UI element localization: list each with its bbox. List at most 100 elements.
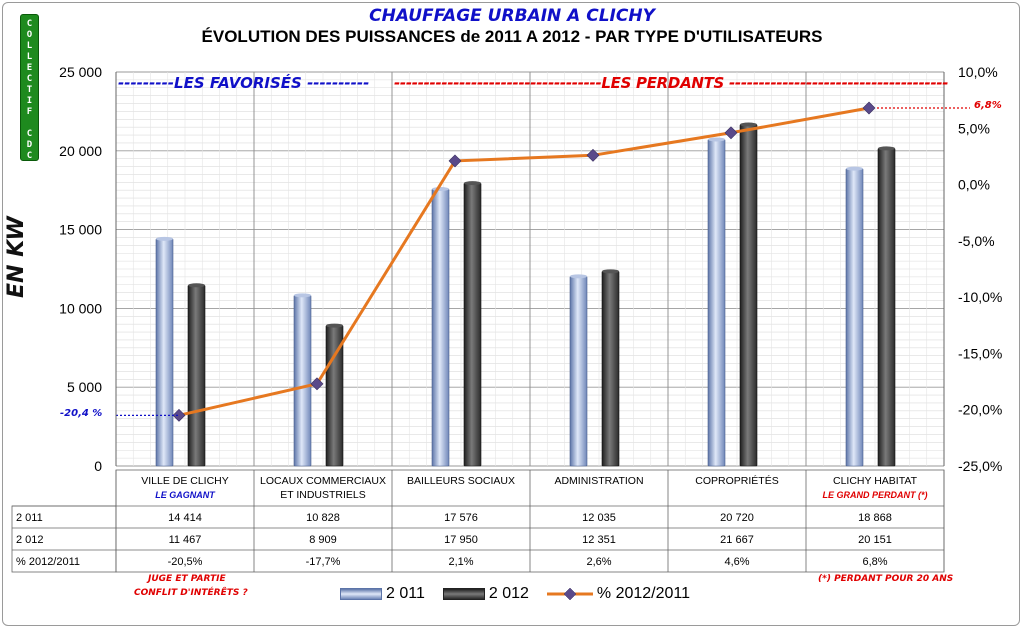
bar-2012 xyxy=(601,271,620,467)
bar-2011 xyxy=(155,238,174,467)
table-cell: 8 909 xyxy=(309,534,337,546)
table-cell: 20 720 xyxy=(720,512,754,524)
bar-2011-top xyxy=(156,236,173,241)
chart-title: CHAUFFAGE URBAIN A CLICHY xyxy=(369,6,655,26)
badge-letter: I xyxy=(26,96,33,106)
y2-tick-label: -15,0% xyxy=(958,345,1002,361)
table-cell: 17 576 xyxy=(444,512,478,524)
legend-label-pct: % 2012/2011 xyxy=(596,585,691,602)
y2-tick-label: 0,0% xyxy=(958,177,990,193)
bar-2011-top xyxy=(432,187,449,192)
legend-label-2012: 2 012 xyxy=(488,585,529,602)
category-label: CLICHY HABITAT xyxy=(833,475,918,487)
y-tick-label: 25 000 xyxy=(59,64,102,80)
category-sublabel: LE GRAND PERDANT (*) xyxy=(823,490,928,500)
category-sublabel: LE GAGNANT xyxy=(155,490,216,500)
note-perdant: (*) PERDANT POUR 20 ANS xyxy=(818,574,954,584)
y2-tick-label: -5,0% xyxy=(958,233,995,249)
legend-label-2011: 2 011 xyxy=(386,585,425,602)
bar-2012 xyxy=(877,148,896,467)
perdants-annotation: -----------------------------------LES P… xyxy=(394,74,949,92)
table-cell: 10 828 xyxy=(306,512,340,524)
y-tick-label: 20 000 xyxy=(59,143,102,159)
pct-marker xyxy=(586,148,600,162)
y-tick-label: 10 000 xyxy=(59,300,102,316)
badge-letter: O xyxy=(26,30,33,40)
table-cell: 14 414 xyxy=(168,512,202,524)
bar-2011 xyxy=(293,295,312,467)
badge-letter: C xyxy=(26,151,33,161)
legend-swatch-2011 xyxy=(340,588,382,600)
bar-2012 xyxy=(187,284,206,467)
chart-legend: 2 011 2 012 % 2012/2011 xyxy=(340,585,708,603)
legend-item-2012: 2 012 xyxy=(442,585,529,603)
pct-marker xyxy=(310,377,324,391)
table-cell: 21 667 xyxy=(720,534,754,546)
table-row-label: % 2012/2011 xyxy=(16,556,80,568)
left-value-annotation: -20,4 % xyxy=(60,408,103,419)
category-label: ADMINISTRATION xyxy=(554,475,643,487)
favorises-annotation: ---------LES FAVORISÉS ---------- xyxy=(118,74,370,92)
bar-2012-top xyxy=(740,122,757,127)
bar-2012 xyxy=(463,182,482,467)
table-cell: -17,7% xyxy=(306,556,341,568)
badge-letter: L xyxy=(26,52,33,62)
badge-letter: C xyxy=(26,74,33,84)
y2-tick-label: -20,0% xyxy=(958,402,1002,418)
bar-2012-top xyxy=(188,283,205,288)
category-label: LOCAUX COMMERCIAUX xyxy=(260,475,386,487)
legend-item-2011: 2 011 xyxy=(340,585,425,603)
bar-2012-top xyxy=(602,269,619,274)
pct-marker xyxy=(724,126,738,140)
note-juge: JUGE ET PARTIE xyxy=(148,574,226,584)
table-cell: 2,1% xyxy=(448,556,473,568)
table-row-label: 2 011 xyxy=(16,512,43,524)
badge-letter: E xyxy=(26,63,33,73)
badge-letter: C xyxy=(26,129,33,139)
y-tick-label: 0 xyxy=(94,458,102,474)
bar-2011 xyxy=(431,188,450,467)
y2-tick-label: 5,0% xyxy=(958,120,990,136)
pct-marker xyxy=(862,101,876,115)
category-label: COPROPRIÉTÉS xyxy=(695,474,778,487)
y-tick-label: 15 000 xyxy=(59,222,102,238)
y-tick-label: 5 000 xyxy=(67,379,102,395)
table-cell: 2,6% xyxy=(586,556,611,568)
bar-2012-top xyxy=(878,146,895,151)
badge-letter: L xyxy=(26,41,33,51)
legend-swatch-2012 xyxy=(442,588,485,600)
table-cell: 12 351 xyxy=(582,534,616,546)
bar-2012-top xyxy=(326,323,343,328)
table-row-label: 2 012 xyxy=(16,534,44,546)
bar-2011 xyxy=(569,276,588,467)
pct-marker xyxy=(172,408,186,422)
note-conflit: CONFLIT D'INTÉRÊTS ? xyxy=(134,588,248,598)
bar-2012-top xyxy=(464,181,481,186)
badge-letter: D xyxy=(26,140,33,150)
legend-swatch-pct xyxy=(546,587,593,601)
table-cell: 4,6% xyxy=(724,556,749,568)
y2-tick-label: -10,0% xyxy=(958,289,1002,305)
chart-subtitle: ÉVOLUTION DES PUISSANCES de 2011 A 2012 … xyxy=(201,27,823,46)
pct-marker xyxy=(448,154,462,168)
table-cell: 17 950 xyxy=(444,534,478,546)
table-cell: 12 035 xyxy=(582,512,616,524)
y2-tick-label: 10,0% xyxy=(958,64,998,80)
y2-tick-label: -25,0% xyxy=(958,458,1002,474)
bar-2011-top xyxy=(570,274,587,279)
pct-line xyxy=(178,106,870,417)
category-label: ET INDUSTRIELS xyxy=(280,489,366,501)
table-cell: 20 151 xyxy=(858,534,892,546)
table-cell: 6,8% xyxy=(862,556,887,568)
bar-2011-top xyxy=(294,293,311,298)
category-label: BAILLEURS SOCIAUX xyxy=(407,475,515,487)
bar-2012 xyxy=(739,124,758,467)
bar-2011 xyxy=(707,139,726,467)
legend-item-pct: % 2012/2011 xyxy=(546,585,691,603)
table-cell: -20,5% xyxy=(168,556,203,568)
bar-2011 xyxy=(845,168,864,467)
bar-2011-top xyxy=(846,166,863,171)
